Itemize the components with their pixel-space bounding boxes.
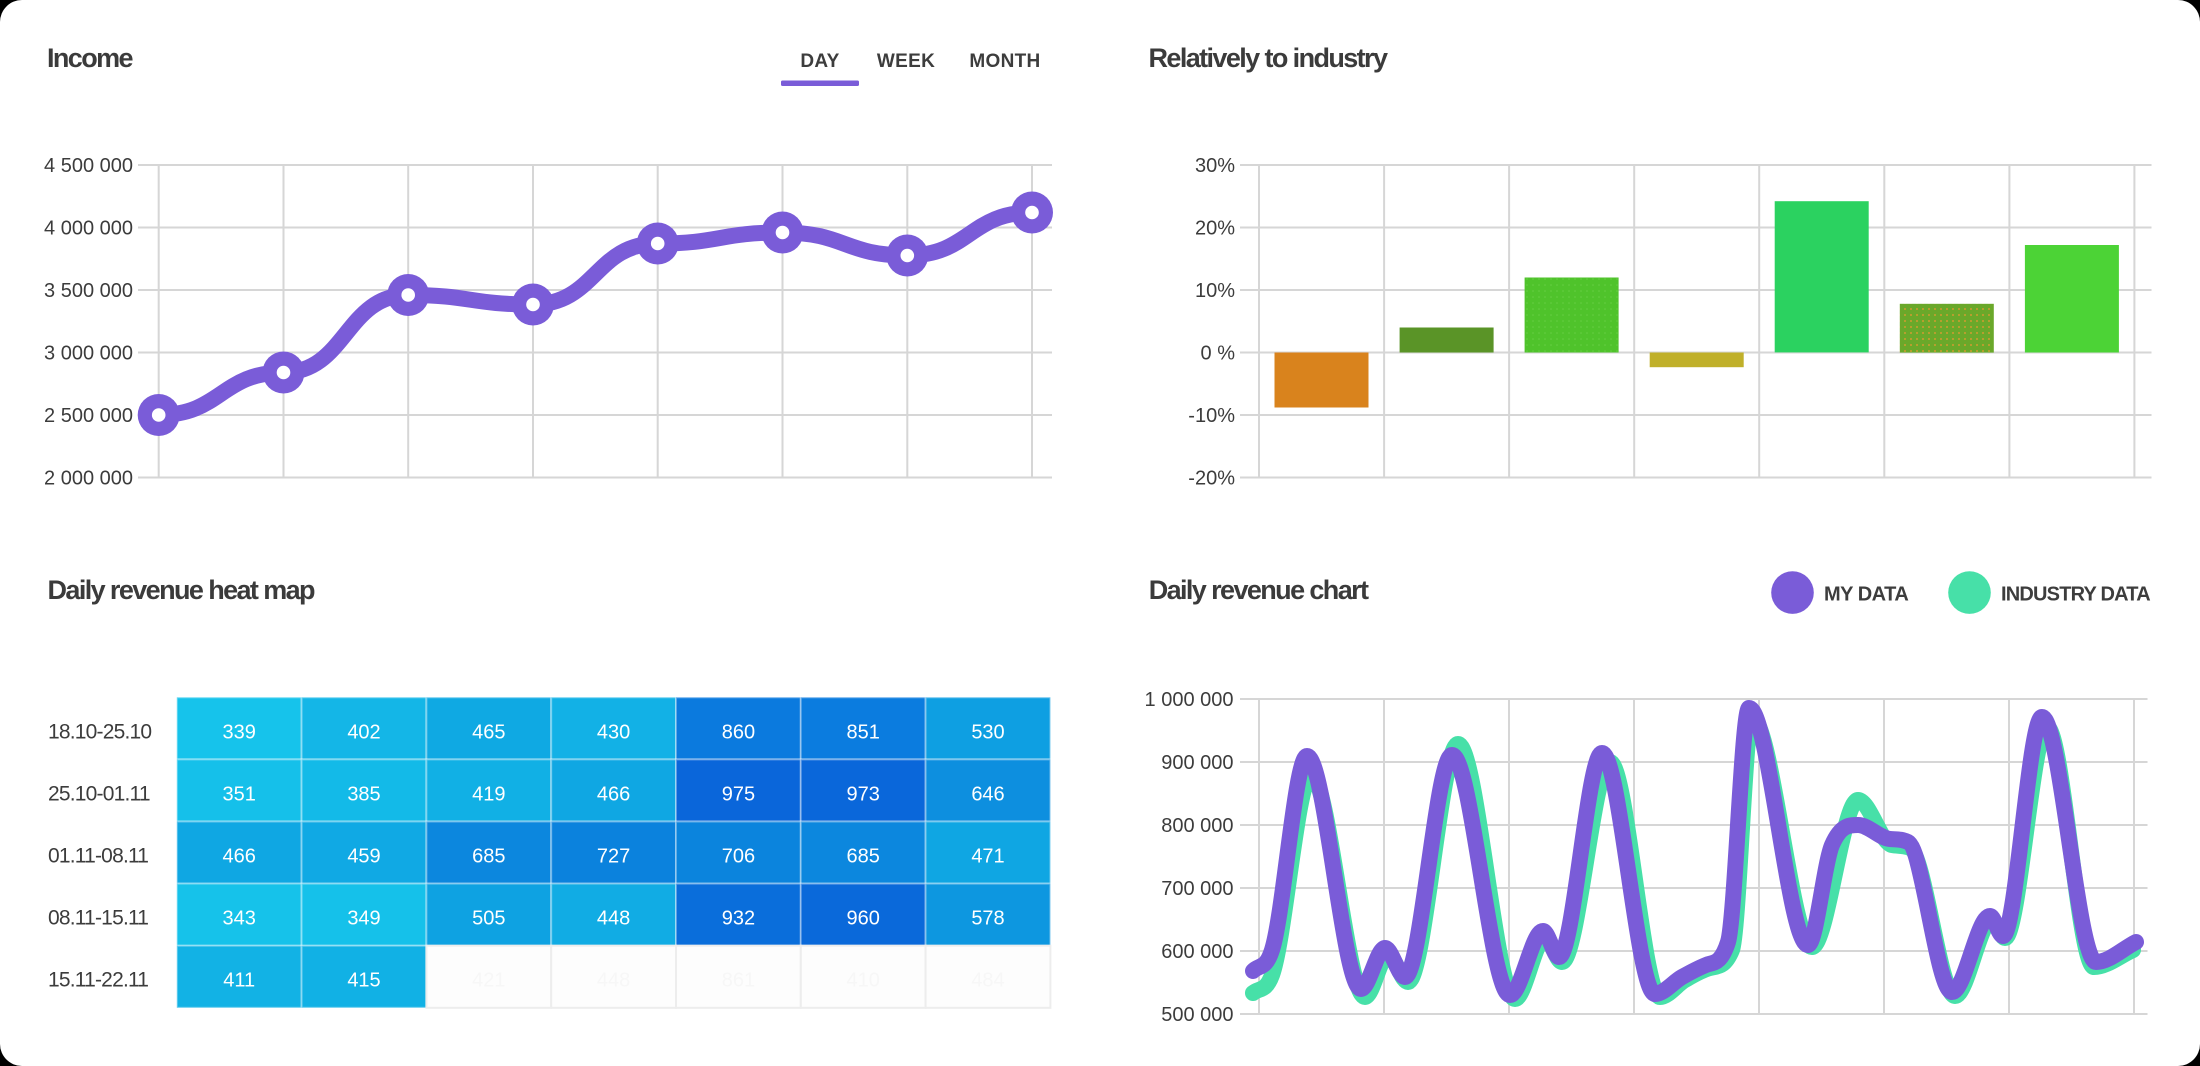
svg-text:685: 685	[472, 846, 505, 868]
svg-text:Relatively to industry: Relatively to industry	[1149, 43, 1388, 73]
svg-text:339: 339	[223, 721, 256, 743]
svg-text:465: 465	[472, 721, 505, 743]
svg-text:Daily revenue chart: Daily revenue chart	[1149, 575, 1369, 605]
svg-text:10%: 10%	[1195, 280, 1235, 302]
svg-text:851: 851	[847, 721, 880, 743]
svg-text:600 000: 600 000	[1161, 941, 1233, 963]
svg-text:385: 385	[347, 783, 380, 805]
svg-text:343: 343	[223, 908, 256, 930]
svg-text:MONTH: MONTH	[969, 51, 1040, 72]
svg-text:1 000 000: 1 000 000	[1145, 689, 1234, 711]
svg-text:351: 351	[223, 783, 256, 805]
svg-text:448: 448	[597, 908, 630, 930]
svg-text:466: 466	[597, 783, 630, 805]
svg-text:410: 410	[847, 970, 880, 992]
svg-text:WEEK: WEEK	[877, 51, 935, 72]
svg-text:4 000 000: 4 000 000	[44, 218, 133, 240]
svg-text:419: 419	[472, 783, 505, 805]
svg-text:30%: 30%	[1195, 155, 1235, 177]
svg-text:505: 505	[472, 908, 505, 930]
svg-text:402: 402	[347, 721, 380, 743]
svg-text:960: 960	[847, 908, 880, 930]
svg-text:15.11-22.11: 15.11-22.11	[48, 969, 148, 992]
svg-text:349: 349	[347, 908, 380, 930]
svg-text:08.11-15.11: 08.11-15.11	[48, 907, 148, 930]
svg-text:932: 932	[722, 908, 755, 930]
svg-text:Daily revenue heat map: Daily revenue heat map	[48, 575, 316, 605]
svg-text:448: 448	[597, 970, 630, 992]
svg-text:2 000 000: 2 000 000	[44, 468, 133, 490]
svg-text:800 000: 800 000	[1161, 815, 1233, 837]
svg-text:459: 459	[347, 846, 380, 868]
svg-text:900 000: 900 000	[1161, 752, 1233, 774]
svg-text:430: 430	[597, 721, 630, 743]
svg-text:861: 861	[722, 970, 755, 992]
svg-text:973: 973	[847, 783, 880, 805]
svg-text:3 500 000: 3 500 000	[44, 280, 133, 302]
svg-text:3 000 000: 3 000 000	[44, 343, 133, 365]
svg-text:685: 685	[847, 846, 880, 868]
svg-text:INDUSTRY DATA: INDUSTRY DATA	[2001, 584, 2150, 606]
svg-text:-10%: -10%	[1188, 405, 1235, 427]
svg-text:646: 646	[971, 783, 1004, 805]
svg-text:727: 727	[597, 846, 630, 868]
svg-text:471: 471	[971, 846, 1004, 868]
svg-text:MY DATA: MY DATA	[1824, 584, 1908, 606]
svg-text:2 500 000: 2 500 000	[44, 405, 133, 427]
svg-text:415: 415	[347, 970, 380, 992]
svg-text:500 000: 500 000	[1161, 1004, 1233, 1026]
svg-text:466: 466	[223, 846, 256, 868]
svg-text:975: 975	[722, 783, 755, 805]
svg-text:860: 860	[722, 721, 755, 743]
svg-text:18.10-25.10: 18.10-25.10	[48, 720, 151, 743]
svg-text:0 %: 0 %	[1201, 343, 1236, 365]
svg-text:578: 578	[971, 908, 1004, 930]
svg-text:411: 411	[223, 970, 255, 992]
svg-text:484: 484	[971, 970, 1004, 992]
svg-text:25.10-01.11: 25.10-01.11	[48, 782, 150, 805]
svg-text:421: 421	[472, 970, 505, 992]
svg-text:530: 530	[971, 721, 1004, 743]
svg-text:706: 706	[722, 846, 755, 868]
svg-text:700 000: 700 000	[1161, 878, 1233, 900]
svg-text:Income: Income	[47, 43, 134, 73]
svg-text:DAY: DAY	[800, 51, 839, 72]
svg-text:01.11-08.11: 01.11-08.11	[48, 845, 148, 868]
svg-text:4 500 000: 4 500 000	[44, 155, 133, 177]
svg-text:-20%: -20%	[1188, 468, 1235, 490]
svg-text:20%: 20%	[1195, 218, 1235, 240]
